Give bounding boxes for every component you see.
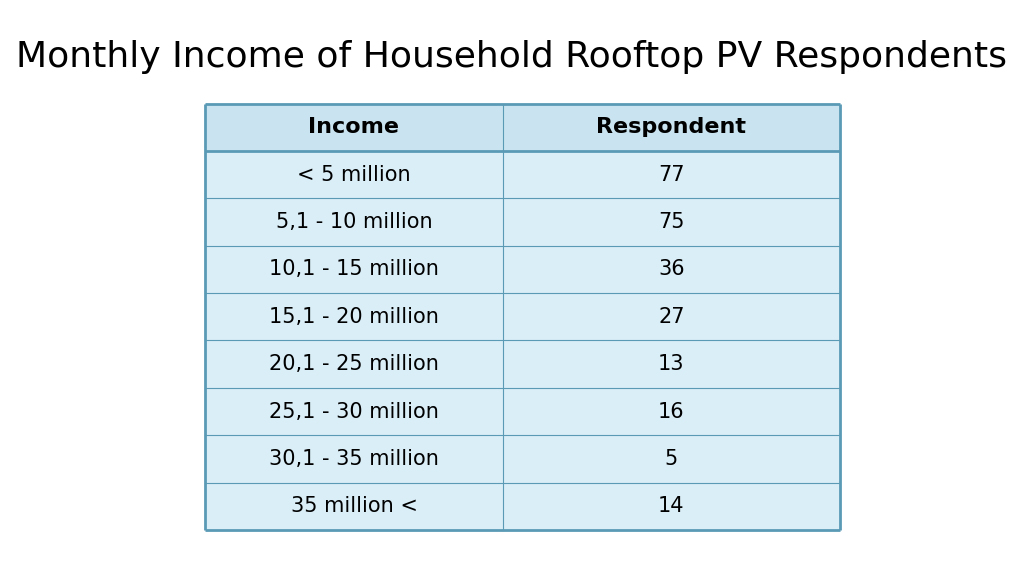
Text: < 5 million: < 5 million xyxy=(297,165,411,185)
Text: 5: 5 xyxy=(665,449,678,469)
Text: Respondent: Respondent xyxy=(596,118,746,137)
Bar xyxy=(205,293,840,340)
Bar xyxy=(205,198,840,246)
Text: 77: 77 xyxy=(658,165,685,185)
Bar xyxy=(205,104,840,151)
Bar xyxy=(205,435,840,483)
Text: 20,1 - 25 million: 20,1 - 25 million xyxy=(269,354,439,374)
Text: 15,1 - 20 million: 15,1 - 20 million xyxy=(269,307,439,327)
Text: 30,1 - 35 million: 30,1 - 35 million xyxy=(269,449,439,469)
Bar xyxy=(205,340,840,388)
Text: Income: Income xyxy=(308,118,399,137)
Text: 36: 36 xyxy=(658,259,685,279)
Text: 27: 27 xyxy=(658,307,685,327)
Text: 5,1 - 10 million: 5,1 - 10 million xyxy=(275,212,432,232)
Bar xyxy=(205,483,840,530)
Text: 35 million <: 35 million < xyxy=(291,497,418,516)
Text: 16: 16 xyxy=(658,401,685,422)
Bar xyxy=(205,388,840,435)
Text: 10,1 - 15 million: 10,1 - 15 million xyxy=(269,259,439,279)
Text: 14: 14 xyxy=(658,497,685,516)
Text: Monthly Income of Household Rooftop PV Respondents: Monthly Income of Household Rooftop PV R… xyxy=(16,40,1008,74)
Text: 25,1 - 30 million: 25,1 - 30 million xyxy=(269,401,439,422)
Bar xyxy=(205,246,840,293)
Text: 75: 75 xyxy=(658,212,685,232)
Text: 13: 13 xyxy=(658,354,685,374)
Bar xyxy=(205,151,840,198)
